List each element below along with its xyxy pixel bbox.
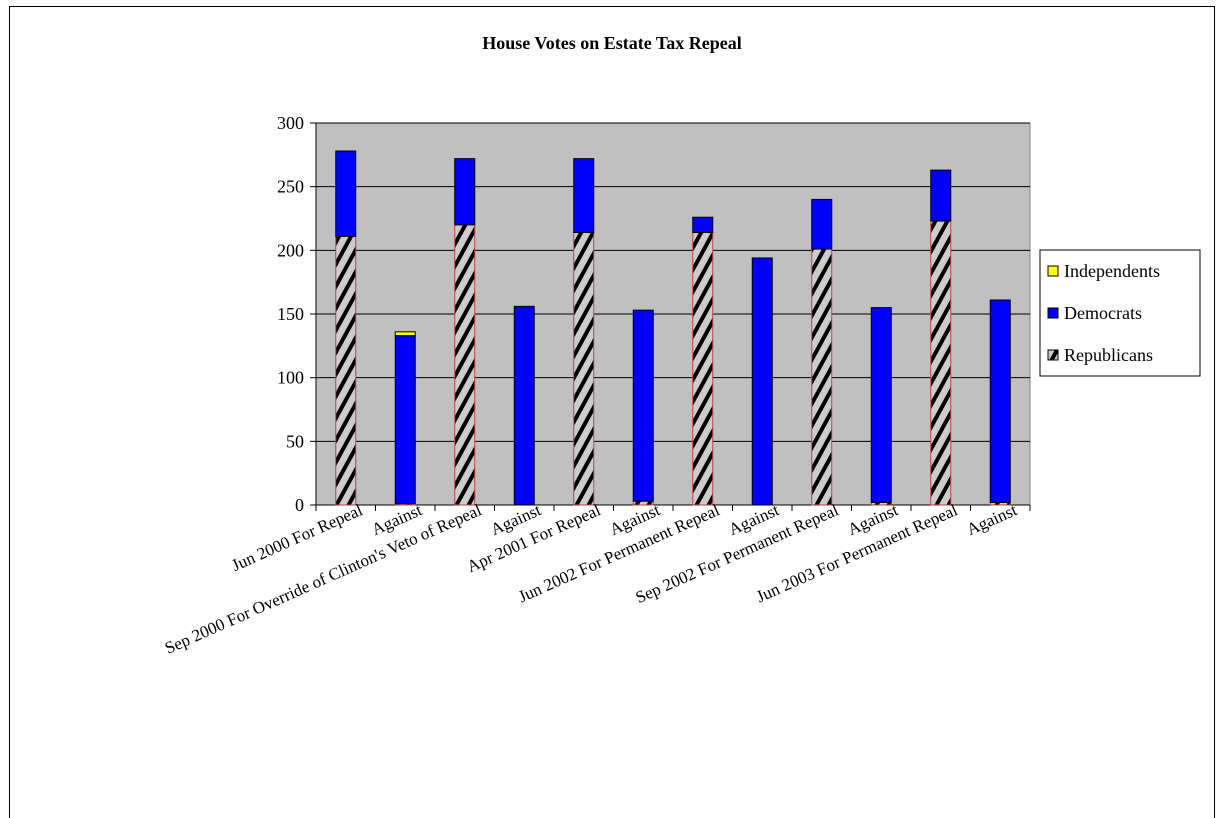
legend-label-independents: Independents	[1064, 261, 1160, 281]
y-tick-label: 250	[277, 177, 304, 197]
bar-democrats-9	[870, 307, 892, 503]
legend-swatch-independents	[1047, 265, 1059, 277]
bar-democrats-11	[989, 299, 1011, 503]
bar-republicans-10	[930, 220, 952, 506]
bar-democrats-8	[811, 198, 833, 250]
bar-democrats-10	[930, 169, 952, 222]
y-tick-label: 200	[277, 240, 304, 260]
y-tick-label: 150	[277, 304, 304, 324]
bar-democrats-1	[394, 335, 416, 505]
y-tick-label: 300	[277, 113, 304, 133]
legend-label-democrats: Democrats	[1064, 303, 1142, 323]
legend: Independents Democrats Republicans	[1039, 249, 1201, 377]
legend-swatch-democrats	[1047, 307, 1059, 319]
bar-republicans-8	[811, 248, 833, 506]
legend-swatch-republicans	[1047, 349, 1059, 361]
y-tick-label: 50	[286, 431, 304, 451]
bar-democrats-5	[632, 309, 654, 502]
legend-label-republicans: Republicans	[1064, 345, 1153, 365]
bar-independents-1	[394, 331, 416, 337]
bar-democrats-3	[513, 305, 535, 506]
bar-democrats-4	[573, 158, 595, 234]
bar-democrats-2	[454, 158, 476, 226]
bar-democrats-0	[335, 150, 357, 237]
bar-republicans-0	[335, 235, 357, 506]
y-tick-label: 0	[295, 495, 304, 515]
bar-republicans-2	[454, 224, 476, 506]
chart-title: House Votes on Estate Tax Repeal	[482, 33, 742, 53]
legend-box	[1039, 249, 1201, 377]
x-tick-label: Against	[964, 500, 1020, 539]
bar-democrats-7	[751, 257, 773, 506]
bar-republicans-6	[692, 232, 714, 506]
bar-republicans-4	[573, 232, 595, 506]
y-tick-label: 100	[277, 368, 304, 388]
bar-democrats-6	[692, 216, 714, 234]
